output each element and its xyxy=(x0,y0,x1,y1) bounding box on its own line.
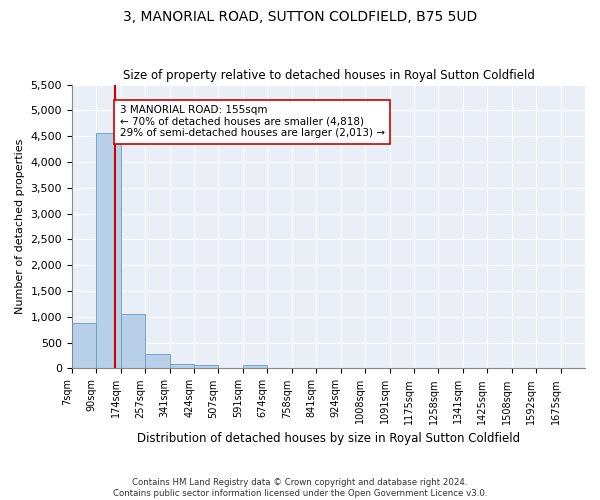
Y-axis label: Number of detached properties: Number of detached properties xyxy=(15,139,25,314)
Title: Size of property relative to detached houses in Royal Sutton Coldfield: Size of property relative to detached ho… xyxy=(122,69,535,82)
Bar xyxy=(121,314,145,368)
Bar xyxy=(72,323,96,368)
Bar xyxy=(243,366,268,368)
Bar xyxy=(145,354,170,368)
Bar xyxy=(96,133,121,368)
Text: 3, MANORIAL ROAD, SUTTON COLDFIELD, B75 5UD: 3, MANORIAL ROAD, SUTTON COLDFIELD, B75 … xyxy=(123,10,477,24)
X-axis label: Distribution of detached houses by size in Royal Sutton Coldfield: Distribution of detached houses by size … xyxy=(137,432,520,445)
Bar xyxy=(170,364,194,368)
Text: Contains HM Land Registry data © Crown copyright and database right 2024.
Contai: Contains HM Land Registry data © Crown c… xyxy=(113,478,487,498)
Bar xyxy=(194,364,218,368)
Text: 3 MANORIAL ROAD: 155sqm
← 70% of detached houses are smaller (4,818)
29% of semi: 3 MANORIAL ROAD: 155sqm ← 70% of detache… xyxy=(119,105,385,138)
